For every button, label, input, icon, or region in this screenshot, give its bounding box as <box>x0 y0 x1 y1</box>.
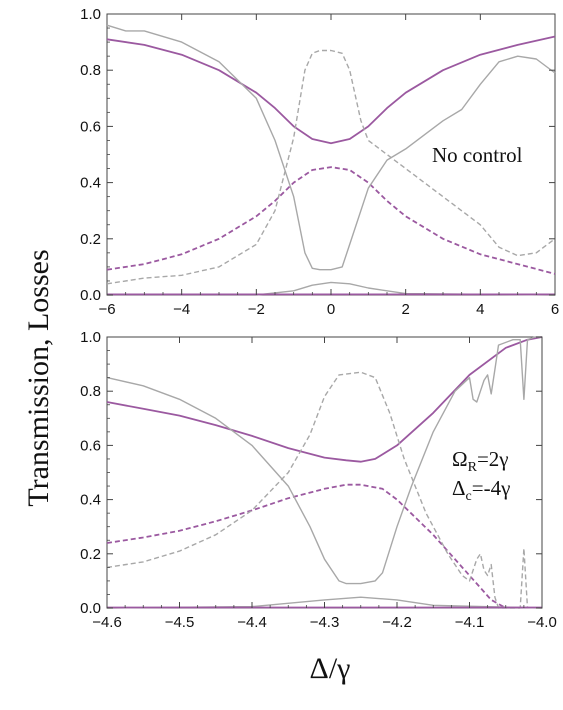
series-line-1 <box>106 483 507 609</box>
x-tick-label: 0 <box>327 301 335 318</box>
series-line-2 <box>106 24 556 271</box>
y-tick-label: 0.4 <box>80 175 101 192</box>
y-tick-label: 0.2 <box>80 231 101 248</box>
x-tick-label: −6 <box>98 301 115 318</box>
y-tick-label: 0.8 <box>80 62 101 79</box>
y-tick-label: 1.0 <box>80 329 101 346</box>
series-line-2 <box>106 336 542 585</box>
y-tick-label: 0.4 <box>80 492 101 509</box>
x-tick-label: −4 <box>173 301 190 318</box>
top-panel-no-control: −6 −4 −2 0 2 4 6 0.0 0.2 0.4 0.6 0.8 1.0 No control <box>80 6 559 318</box>
y-tick-label: 1.0 <box>80 6 101 23</box>
y-tick-label: 0.6 <box>80 118 101 135</box>
annotation-no-control: No control <box>432 143 523 167</box>
series-line-3 <box>106 371 529 609</box>
series-line-0 <box>106 35 556 145</box>
x-tick-label: −4.1 <box>455 614 485 631</box>
x-tick-label: −4.5 <box>165 614 195 631</box>
series-line-1 <box>106 166 556 275</box>
annotation-rabi-frequency: ΩR=2γ <box>452 447 509 475</box>
x-tick-label: 2 <box>401 301 409 318</box>
x-axis-title: Δ/γ <box>310 652 351 685</box>
series-line-3 <box>106 49 556 285</box>
x-tick-label: −4.0 <box>527 614 557 631</box>
y-tick-label: 0.6 <box>80 437 101 454</box>
x-tick-label: −2 <box>248 301 265 318</box>
y-axis-title: Transmission, Losses <box>22 249 55 506</box>
bottom-panel-controlled: −4.6 −4.5 −4.4 −4.3 −4.2 −4.1 −4.0 0.0 0.2 0.4 0.6… <box>80 329 557 631</box>
x-tick-label: −4.6 <box>92 614 122 631</box>
x-tick-label: −4.2 <box>382 614 412 631</box>
y-tick-label: 0.0 <box>80 600 101 617</box>
annotation-detuning: Δc=-4γ <box>452 476 510 504</box>
x-tick-label: −4.4 <box>237 614 267 631</box>
series-line-0 <box>106 336 543 463</box>
y-tick-label: 0.2 <box>80 546 101 563</box>
y-tick-label: 0.0 <box>80 287 101 304</box>
y-tick-label: 0.8 <box>80 383 101 400</box>
x-tick-label: 4 <box>476 301 484 318</box>
x-tick-label: 6 <box>551 301 559 318</box>
x-tick-label: −4.3 <box>310 614 340 631</box>
